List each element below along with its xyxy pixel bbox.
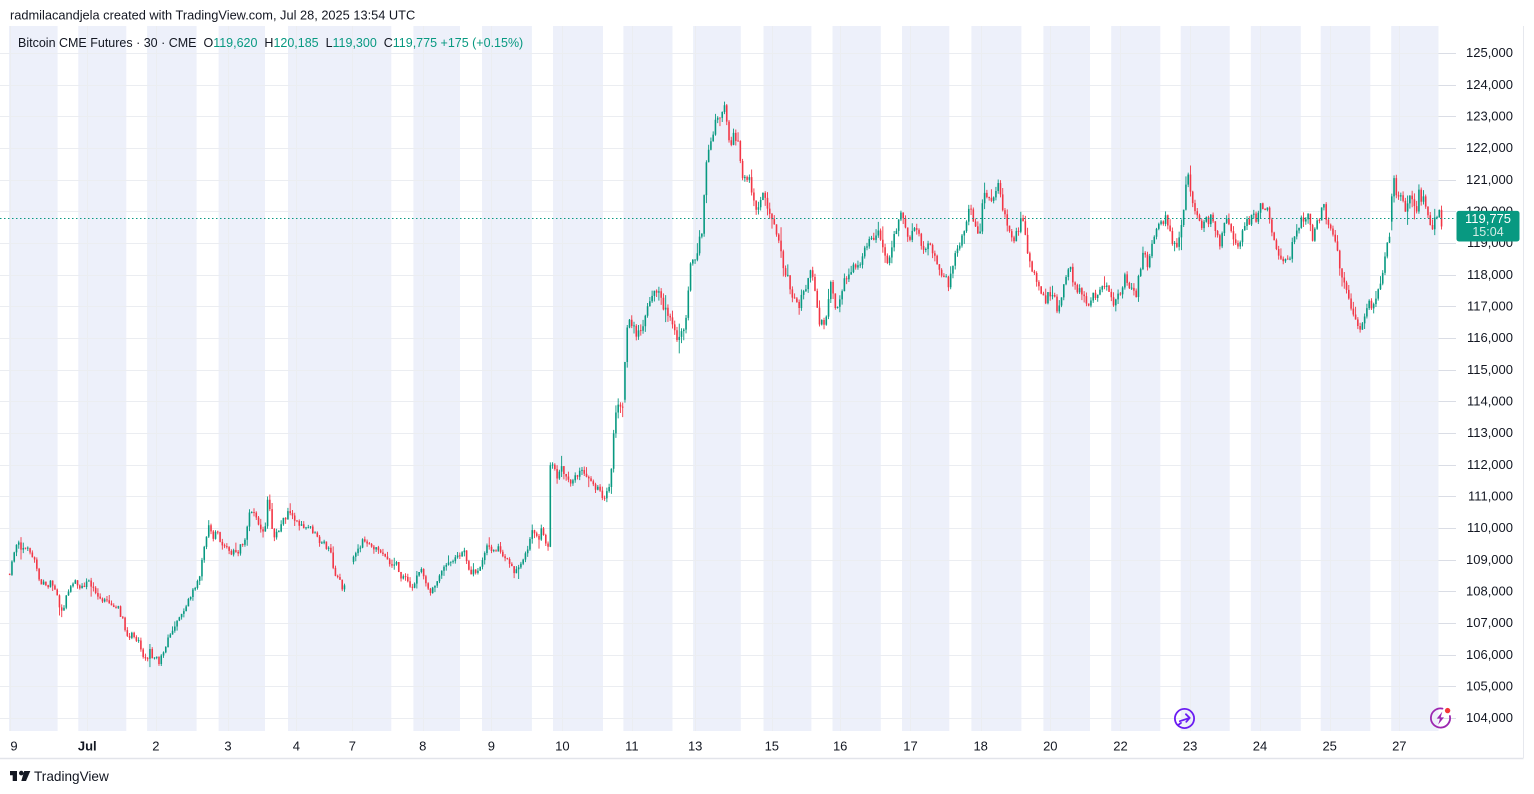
svg-text:114,000: 114,000 xyxy=(1467,394,1513,409)
svg-text:104,000: 104,000 xyxy=(1466,710,1513,725)
svg-text:2: 2 xyxy=(152,739,159,754)
svg-text:121,000: 121,000 xyxy=(1466,172,1513,187)
svg-text:117,000: 117,000 xyxy=(1467,299,1513,314)
svg-text:116,000: 116,000 xyxy=(1467,330,1513,345)
svg-text:22: 22 xyxy=(1113,739,1127,754)
svg-text:106,000: 106,000 xyxy=(1466,647,1513,662)
svg-text:107,000: 107,000 xyxy=(1466,615,1513,630)
svg-text:123,000: 123,000 xyxy=(1466,109,1513,124)
svg-text:112,000: 112,000 xyxy=(1467,457,1513,472)
svg-text:9: 9 xyxy=(488,739,495,754)
svg-text:15:04: 15:04 xyxy=(1472,225,1503,239)
svg-text:15: 15 xyxy=(765,739,779,754)
svg-text:Bitcoin CME Futures · 30 · CME: Bitcoin CME Futures · 30 · CME O119,620 … xyxy=(18,36,523,50)
svg-text:13: 13 xyxy=(688,739,702,754)
svg-text:27: 27 xyxy=(1392,739,1406,754)
svg-text:111,000: 111,000 xyxy=(1468,489,1513,504)
svg-text:24: 24 xyxy=(1253,739,1267,754)
svg-text:113,000: 113,000 xyxy=(1467,425,1513,440)
svg-text:108,000: 108,000 xyxy=(1466,584,1513,599)
svg-text:8: 8 xyxy=(419,739,426,754)
svg-text:9: 9 xyxy=(10,739,17,754)
svg-text:105,000: 105,000 xyxy=(1466,679,1513,694)
svg-text:125,000: 125,000 xyxy=(1466,45,1513,60)
svg-text:4: 4 xyxy=(293,739,300,754)
svg-text:11: 11 xyxy=(625,739,639,754)
svg-text:17: 17 xyxy=(903,739,917,754)
svg-text:3: 3 xyxy=(224,739,231,754)
svg-text:20: 20 xyxy=(1043,739,1057,754)
svg-text:TradingView: TradingView xyxy=(34,769,109,784)
svg-text:23: 23 xyxy=(1183,739,1197,754)
svg-text:118,000: 118,000 xyxy=(1467,267,1513,282)
svg-text:7: 7 xyxy=(349,739,356,754)
svg-text:110,000: 110,000 xyxy=(1467,520,1513,535)
svg-text:10: 10 xyxy=(555,739,569,754)
svg-text:16: 16 xyxy=(833,739,847,754)
svg-text:25: 25 xyxy=(1322,739,1336,754)
svg-text:124,000: 124,000 xyxy=(1466,77,1513,92)
svg-text:radmilacandjela created with T: radmilacandjela created with TradingView… xyxy=(10,8,415,23)
svg-text:Jul: Jul xyxy=(78,739,97,754)
svg-text:115,000: 115,000 xyxy=(1467,362,1513,377)
svg-text:18: 18 xyxy=(973,739,987,754)
svg-text:109,000: 109,000 xyxy=(1466,552,1513,567)
svg-text:119,775: 119,775 xyxy=(1465,211,1511,226)
svg-text:122,000: 122,000 xyxy=(1466,140,1513,155)
